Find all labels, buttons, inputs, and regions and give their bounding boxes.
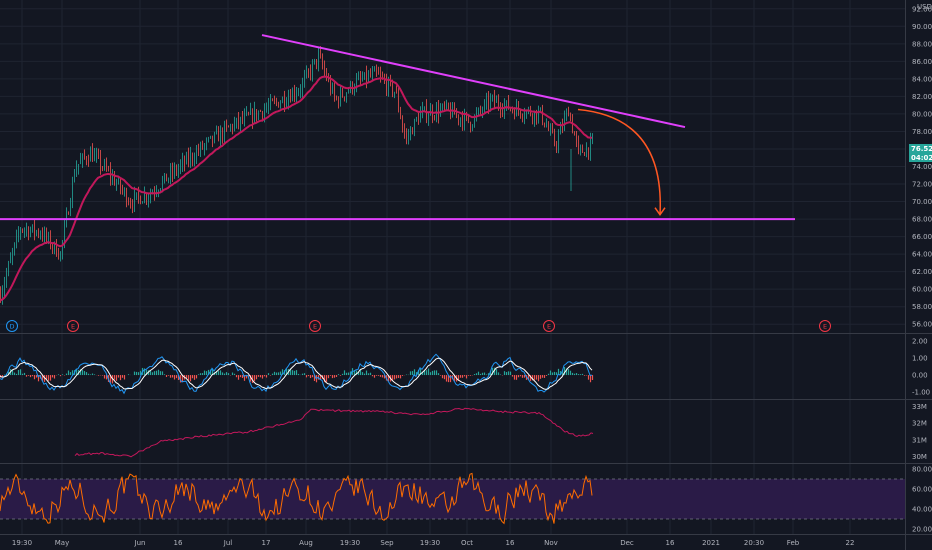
last-price-tag-bg [909,144,932,153]
price-tick-label: 92.00 [912,5,932,13]
time-tick-label: 16 [174,539,183,547]
volume-indicator-line [74,407,594,458]
countdown-tag-bg [909,153,932,162]
rsi-tick-label: 80.00 [912,466,932,474]
rsi-tick-label: 40.00 [912,506,932,514]
event-marker-ring [309,320,321,332]
price-tick-label: 86.00 [912,58,932,66]
oscillator-tick-label: 1.00 [912,354,928,362]
time-tick-label: 16 [666,539,675,547]
rsi-line [0,472,593,525]
currency-label: USD [917,3,932,11]
price-tick-label: 64.00 [912,251,932,259]
volume-tick-label: 33M [912,403,927,411]
price-tick-label: 90.00 [912,23,932,31]
time-tick-label: 20:30 [744,539,764,547]
volume-tick-label: 30M [912,453,927,461]
event-marker-ring [67,320,79,332]
price-tick-label: 66.00 [912,233,932,241]
price-tick-label: 70.00 [912,198,932,206]
event-marker-ring [6,320,18,332]
price-tick-label: 74.00 [912,163,932,171]
price-tick-label: 68.00 [912,216,932,224]
time-tick-label: 22 [846,539,855,547]
time-tick-label: 19:30 [12,539,32,547]
event-marker-d[interactable]: D [6,320,18,332]
time-tick-label: 17 [262,539,271,547]
volume-tick-label: 31M [912,436,927,444]
oscillator-histogram [0,366,594,384]
time-tick-label: Aug [299,539,313,547]
price-tick-label: 56.00 [912,321,932,329]
event-marker-ring [543,320,555,332]
time-tick-label: Dec [620,539,634,547]
price-tick-label: 88.00 [912,40,932,48]
price-tick-label: 62.00 [912,268,932,276]
time-tick-label: May [55,539,69,547]
event-marker-label: E [71,323,75,331]
event-marker-e[interactable]: E [67,320,79,332]
descending-trendline[interactable] [261,34,686,129]
event-marker-label: D [9,323,14,331]
event-marker-label: E [547,323,551,331]
rsi-tick-label: 60.00 [912,486,932,494]
oscillator-tick-label: 0.00 [912,372,928,380]
projection-arrow[interactable] [577,108,661,215]
last-price-value: 76.52 [911,145,932,153]
event-marker-e[interactable]: E [819,320,831,332]
time-tick-label: 16 [506,539,515,547]
event-marker-e[interactable]: E [309,320,321,332]
oscillator-panel[interactable] [0,353,594,395]
time-tick-label: Feb [787,539,800,547]
price-tick-label: 72.00 [912,181,932,189]
time-tick-label: Nov [544,539,558,547]
volume-tick-label: 32M [912,420,927,428]
volume-indicator-panel[interactable] [74,407,594,458]
oscillator-signal-line [0,353,593,395]
event-marker-label: E [823,323,827,331]
price-tick-label: 58.00 [912,303,932,311]
oscillator-tick-label: -1.00 [912,389,930,397]
event-marker-label: E [313,323,317,331]
price-tick-label: 78.00 [912,128,932,136]
countdown-value: 04:02 [911,154,932,162]
time-tick-label: 19:30 [420,539,440,547]
oscillator-main-line [0,357,593,390]
price-tick-label: 60.00 [912,286,932,294]
price-tick-label: 82.00 [912,93,932,101]
price-tick-label: 84.00 [912,75,932,83]
time-tick-label: Jun [134,539,146,547]
rsi-tick-label: 20.00 [912,526,932,534]
time-tick-label: 2021 [702,539,720,547]
time-tick-label: Oct [461,539,473,547]
event-marker-ring [819,320,831,332]
event-marker-e[interactable]: E [543,320,555,332]
rsi-panel[interactable] [0,472,905,525]
price-tick-label: 80.00 [912,110,932,118]
last-price-tag: 76.52 04:02 [909,144,932,162]
projection-arrowhead [654,207,666,216]
oscillator-tick-label: 2.00 [912,337,928,345]
time-tick-label: Jul [223,539,233,547]
time-scale[interactable]: 19:30 May Jun 16 Jul 17 Aug 19:30 Sep 19:30 Oct 16 N… [12,539,855,547]
time-tick-label: Sep [380,539,394,547]
time-tick-label: 19:30 [340,539,360,547]
moving-average-line [0,75,593,302]
